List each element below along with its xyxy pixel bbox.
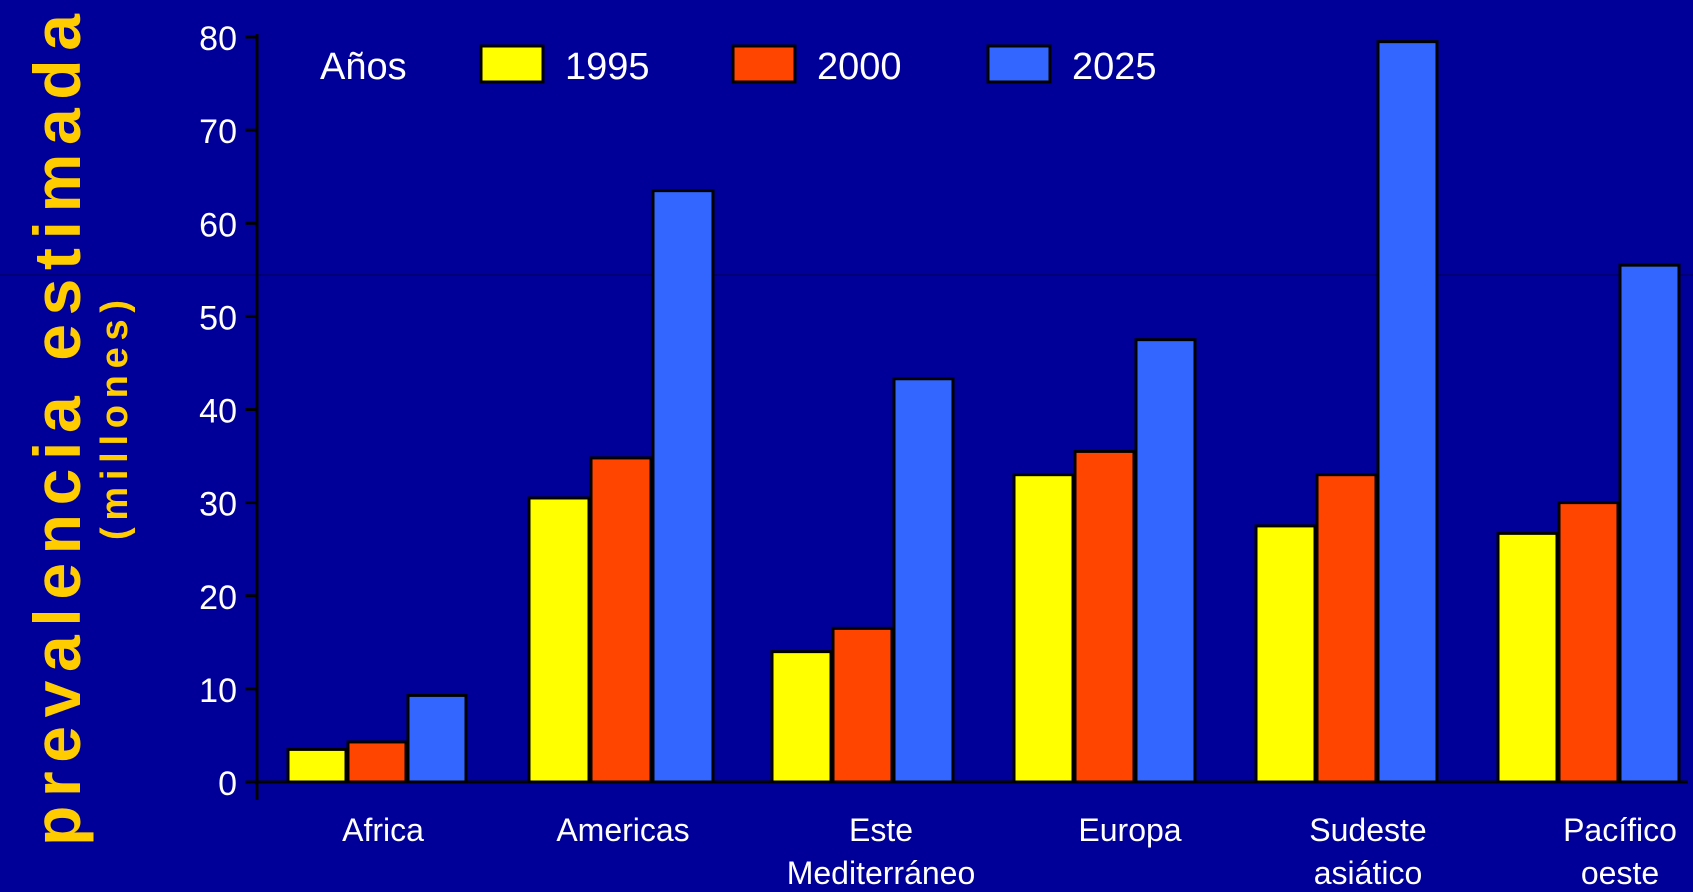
x-tick-label: Este: [849, 812, 913, 848]
y-axis-subtitle: (millones): [94, 300, 136, 540]
bar-este-mediterr-neo-2025: [892, 377, 955, 784]
y-tick-label: 70: [199, 113, 237, 151]
axes: 0 10 20 30 40 50 60 70 80 Africa Americas Este Medit…: [199, 20, 1688, 891]
y-tick-label: 10: [199, 672, 237, 710]
bar-pac-fico-oeste-2000: [1557, 501, 1620, 784]
y-tick-label: 0: [218, 765, 237, 803]
legend-title: Años: [320, 46, 407, 88]
bar-africa-1995: [286, 747, 348, 784]
bar-pac-fico-oeste-1995: [1496, 531, 1559, 784]
bar-europa-2025: [1134, 338, 1197, 784]
bar-americas-2000: [589, 456, 653, 784]
bar-americas-1995: [527, 496, 591, 784]
legend-swatch-2000: [731, 44, 797, 84]
x-tick-label: Europa: [1078, 812, 1181, 848]
legend-swatch-1995: [479, 44, 545, 84]
bar-africa-2000: [346, 740, 408, 784]
y-tick-label: 30: [199, 486, 237, 524]
bar-americas-2025: [651, 189, 715, 784]
bar-sudeste-asi-tico-2000: [1315, 473, 1378, 784]
bar-europa-1995: [1012, 473, 1075, 784]
x-tick-label: oeste: [1581, 855, 1659, 891]
x-tick-label: asiático: [1314, 855, 1423, 891]
bars-layer: [286, 40, 1681, 784]
legend-label-1995: 1995: [565, 46, 650, 88]
y-tick-label: 20: [199, 579, 237, 617]
y-tick-label: 50: [199, 299, 237, 337]
bar-pac-fico-oeste-2025: [1618, 263, 1681, 784]
y-tick-label: 80: [199, 20, 237, 58]
bar-sudeste-asi-tico-1995: [1254, 524, 1317, 784]
legend-label-2025: 2025: [1072, 46, 1157, 88]
legend-label-2000: 2000: [817, 46, 902, 88]
bar-sudeste-asi-tico-2025: [1376, 40, 1439, 784]
x-tick-label: Pacífico: [1563, 812, 1677, 848]
y-axis-title: prevalencia estimada: [20, 13, 94, 846]
bar-africa-2025: [406, 693, 468, 784]
legend-swatch-2025: [986, 44, 1052, 84]
y-tick-label: 60: [199, 206, 237, 244]
bar-este-mediterr-neo-1995: [770, 650, 833, 784]
x-tick-label: Africa: [342, 812, 424, 848]
y-tick-label: 40: [199, 393, 237, 431]
x-tick-label: Americas: [556, 812, 689, 848]
x-tick-label: Sudeste: [1309, 812, 1426, 848]
legend: Años 1995 2000 2025: [320, 44, 1157, 88]
bar-este-mediterr-neo-2000: [831, 626, 894, 784]
bar-europa-2000: [1073, 449, 1136, 784]
x-tick-label: Mediterráneo: [787, 855, 976, 891]
